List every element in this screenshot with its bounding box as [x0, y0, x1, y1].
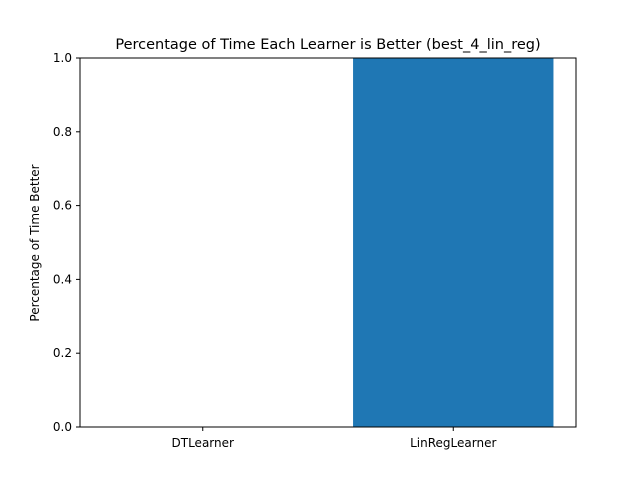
y-tick-label: 1.0: [53, 51, 72, 65]
bar-linreglearner: [353, 58, 554, 427]
chart-title: Percentage of Time Each Learner is Bette…: [115, 37, 540, 53]
y-ticks-layer: 0.0 0.2 0.4 0.6 0.8 1.0: [53, 51, 80, 434]
y-tick-label: 0.8: [53, 125, 72, 139]
bars-layer: [353, 58, 554, 427]
y-tick-label: 0.2: [53, 346, 72, 360]
y-tick-label: 0.4: [53, 272, 72, 286]
plot-frame: [79, 57, 577, 428]
y-tick-label: 0.6: [53, 199, 72, 213]
y-axis-label: Percentage of Time Better: [28, 164, 42, 321]
x-tick-label: LinRegLearner: [410, 436, 496, 450]
x-tick-label: DTLearner: [172, 436, 234, 450]
y-tick-label: 0.0: [53, 420, 72, 434]
x-ticks-layer: DTLearner LinRegLearner: [172, 427, 496, 450]
